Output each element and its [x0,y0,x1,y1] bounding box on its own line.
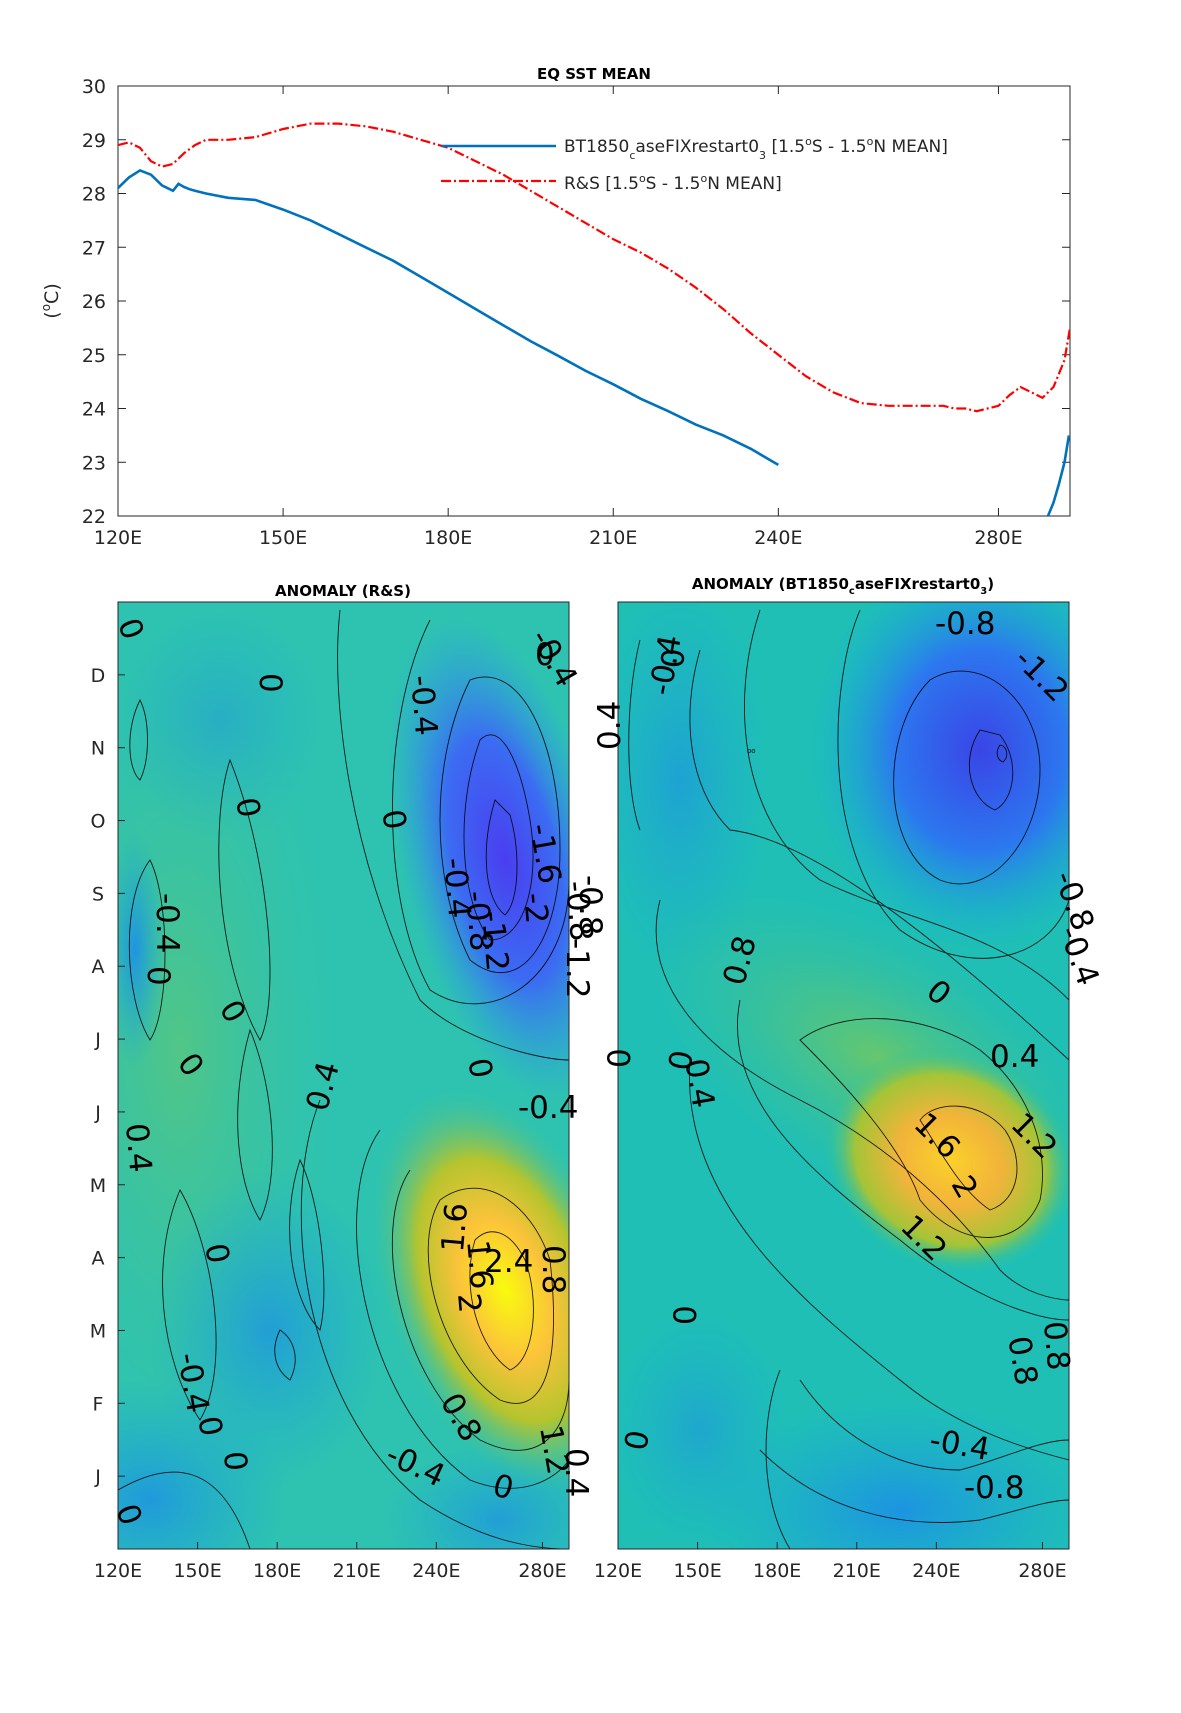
sst-ytick-label: 24 [82,399,106,421]
legend-label-bt1850: BT1850caseFIXrestart03 [1.5oS - 1.5oN ME… [564,135,948,162]
anomaly-xtick-label: 180E [253,1560,301,1582]
rs-contour-label-9: -0.4 [436,856,477,919]
sst-xtick-label: 210E [589,527,637,549]
sst-xtick-label: 240E [754,527,802,549]
sst-ytick-label: 25 [82,345,106,367]
anomaly-xtick-label: 120E [94,1560,142,1582]
anomaly-xtick-label: 280E [1018,1560,1066,1582]
bt-contour-label-1: -0.8 [935,606,996,642]
sst-ytick-label: 22 [82,506,106,528]
anomaly-rs-frame [117,601,570,1550]
bt-contour-label-5: 0.4 [592,701,628,750]
svg-text:oo: oo [747,747,756,755]
anomaly-xtick-label: 240E [412,1560,460,1582]
rs-contour-label-11: -0.8 [458,889,499,952]
rs-contour-label-17: -0.8 [572,875,608,936]
bt1850-sst-line [118,168,779,467]
anomaly-xtick-label: 280E [518,1560,566,1582]
rs-contour-label-16: -1.2 [559,938,595,999]
anomaly-bt1850-panel: ANOMALY (BT1850caseFIXrestart03) [592,575,1106,1582]
rs-contour-label-25: 2.4 [484,1244,533,1280]
sst-title: EQ SST MEAN [537,65,651,83]
anomaly-rs-axis-ticks: 120E 150E 180E 210E 240E 280E J F M A M J J A S O N D [90,665,567,1582]
bt-contour-label-13: 0.4 [677,1056,721,1111]
anomaly-month-label: A [92,1248,105,1270]
anomaly-xtick-label: 120E [594,1560,642,1582]
sst-xtick-label: 120E [94,527,142,549]
anomaly-rs-title: ANOMALY (R&S) [275,582,411,600]
bt-contour-label-19: 0.8 [1000,1333,1044,1388]
rs-contour-label-15: -0.8 [558,879,599,942]
rs-contour-label-28: 1.6 [459,1238,499,1290]
anomaly-month-label: D [91,665,106,687]
sst-xtick-label: 150E [259,527,307,549]
anomaly-rs-field [118,602,569,1549]
anomaly-month-label: J [94,1466,101,1488]
rs-contour-label-3: -0.4 [403,674,444,737]
anomaly-xtick-label: 210E [833,1560,881,1582]
rs-contour-label-8: -0.4 [149,893,185,954]
sst-axis-ticks: 120E 150E 180E 210E 240E 280E 22 23 24 25 26 27 28 29… [82,76,1070,549]
rs-contour-label-10: 0 [140,966,176,986]
rs-contour-label-27: 2 [450,1292,488,1315]
anomaly-xtick-label: 150E [173,1560,221,1582]
sst-xtick-label: 180E [424,527,472,549]
anomaly-month-label: M [90,1320,106,1342]
anomaly-month-label: N [91,738,105,760]
bt-contour-label-11: 0 [602,1048,638,1068]
anomaly-bt1850-field: oo [618,602,1069,1549]
sst-legend: BT1850caseFIXrestart03 [1.5oS - 1.5oN ME… [441,135,948,194]
rs-contour-label-22: -0.4 [518,1090,579,1126]
bt1850-sst-line [1046,435,1070,516]
bt-contour-label-18: 0 [668,1305,704,1325]
anomaly-month-label: A [92,956,105,978]
anomaly-month-label: O [91,811,106,833]
rs-contour-label-37: 0.4 [558,1448,594,1497]
anomaly-rs-panel: ANOMALY (R&S) [90,582,608,1582]
sst-mean-panel: EQ SST MEAN 120E 150E 180E 210E 240E 280E 22 23… [39,65,1071,549]
sst-ytick-label: 28 [82,184,106,206]
anomaly-month-label: M [90,1175,106,1197]
rs-contour-label-24: 1.6 [435,1201,475,1253]
anomaly-month-label: J [94,1029,101,1051]
rs-contour-label-32: 0 [216,1450,254,1473]
anomaly-bt1850-axis-ticks: 120E 150E 180E 210E 240E 280E [594,1542,1067,1582]
bt-contour-label-20: 0.8 [1036,1320,1076,1372]
sst-ytick-label: 26 [82,291,106,313]
rs-contour-label-34: 1.2 [532,1422,576,1477]
anomaly-xtick-label: 180E [753,1560,801,1582]
sst-ytick-label: 27 [82,237,106,259]
anomaly-rs-contour-labels: 0 0 -0.4 0 -0.4 0 0 -0.4 -0.4 0 -0.8 -1.… [108,614,608,1531]
rs-contour-label-23: 0.4 [118,1122,158,1174]
rs-contour-label-2: 0 [252,673,288,693]
sst-ytick-label: 29 [82,130,106,152]
rs-contour-label-26: 0.8 [535,1245,571,1294]
sst-ytick-label: 30 [82,76,106,98]
sst-ylabel: (oC) [39,283,63,318]
anomaly-xtick-label: 240E [912,1560,960,1582]
anomaly-month-label: J [94,1102,101,1124]
sst-plot-area [117,85,1071,517]
rs-contour-label-12: -1.2 [474,909,515,972]
sst-xtick-label: 280E [974,527,1022,549]
anomaly-bt1850-frame [617,601,1070,1550]
bt-contour-label-10: 0.4 [990,1039,1039,1075]
anomaly-bt1850-title: ANOMALY (BT1850caseFIXrestart03) [692,575,994,597]
legend-label-rs: R&S [1.5oS - 1.5oN MEAN] [564,172,782,194]
anomaly-xtick-label: 210E [333,1560,381,1582]
bt-contour-label-22: -0.8 [964,1470,1025,1506]
anomaly-month-label: S [92,883,104,905]
bt-contour-label-3: 0 [655,647,693,670]
sst-series [118,122,1070,516]
rs-sst-line [118,122,1070,413]
rs-contour-label-14: -2 [516,891,555,925]
rs-contour-label-4: 0 [535,637,555,673]
sst-ytick-label: 23 [82,452,106,474]
anomaly-month-label: F [93,1393,104,1415]
anomaly-xtick-label: 150E [673,1560,721,1582]
